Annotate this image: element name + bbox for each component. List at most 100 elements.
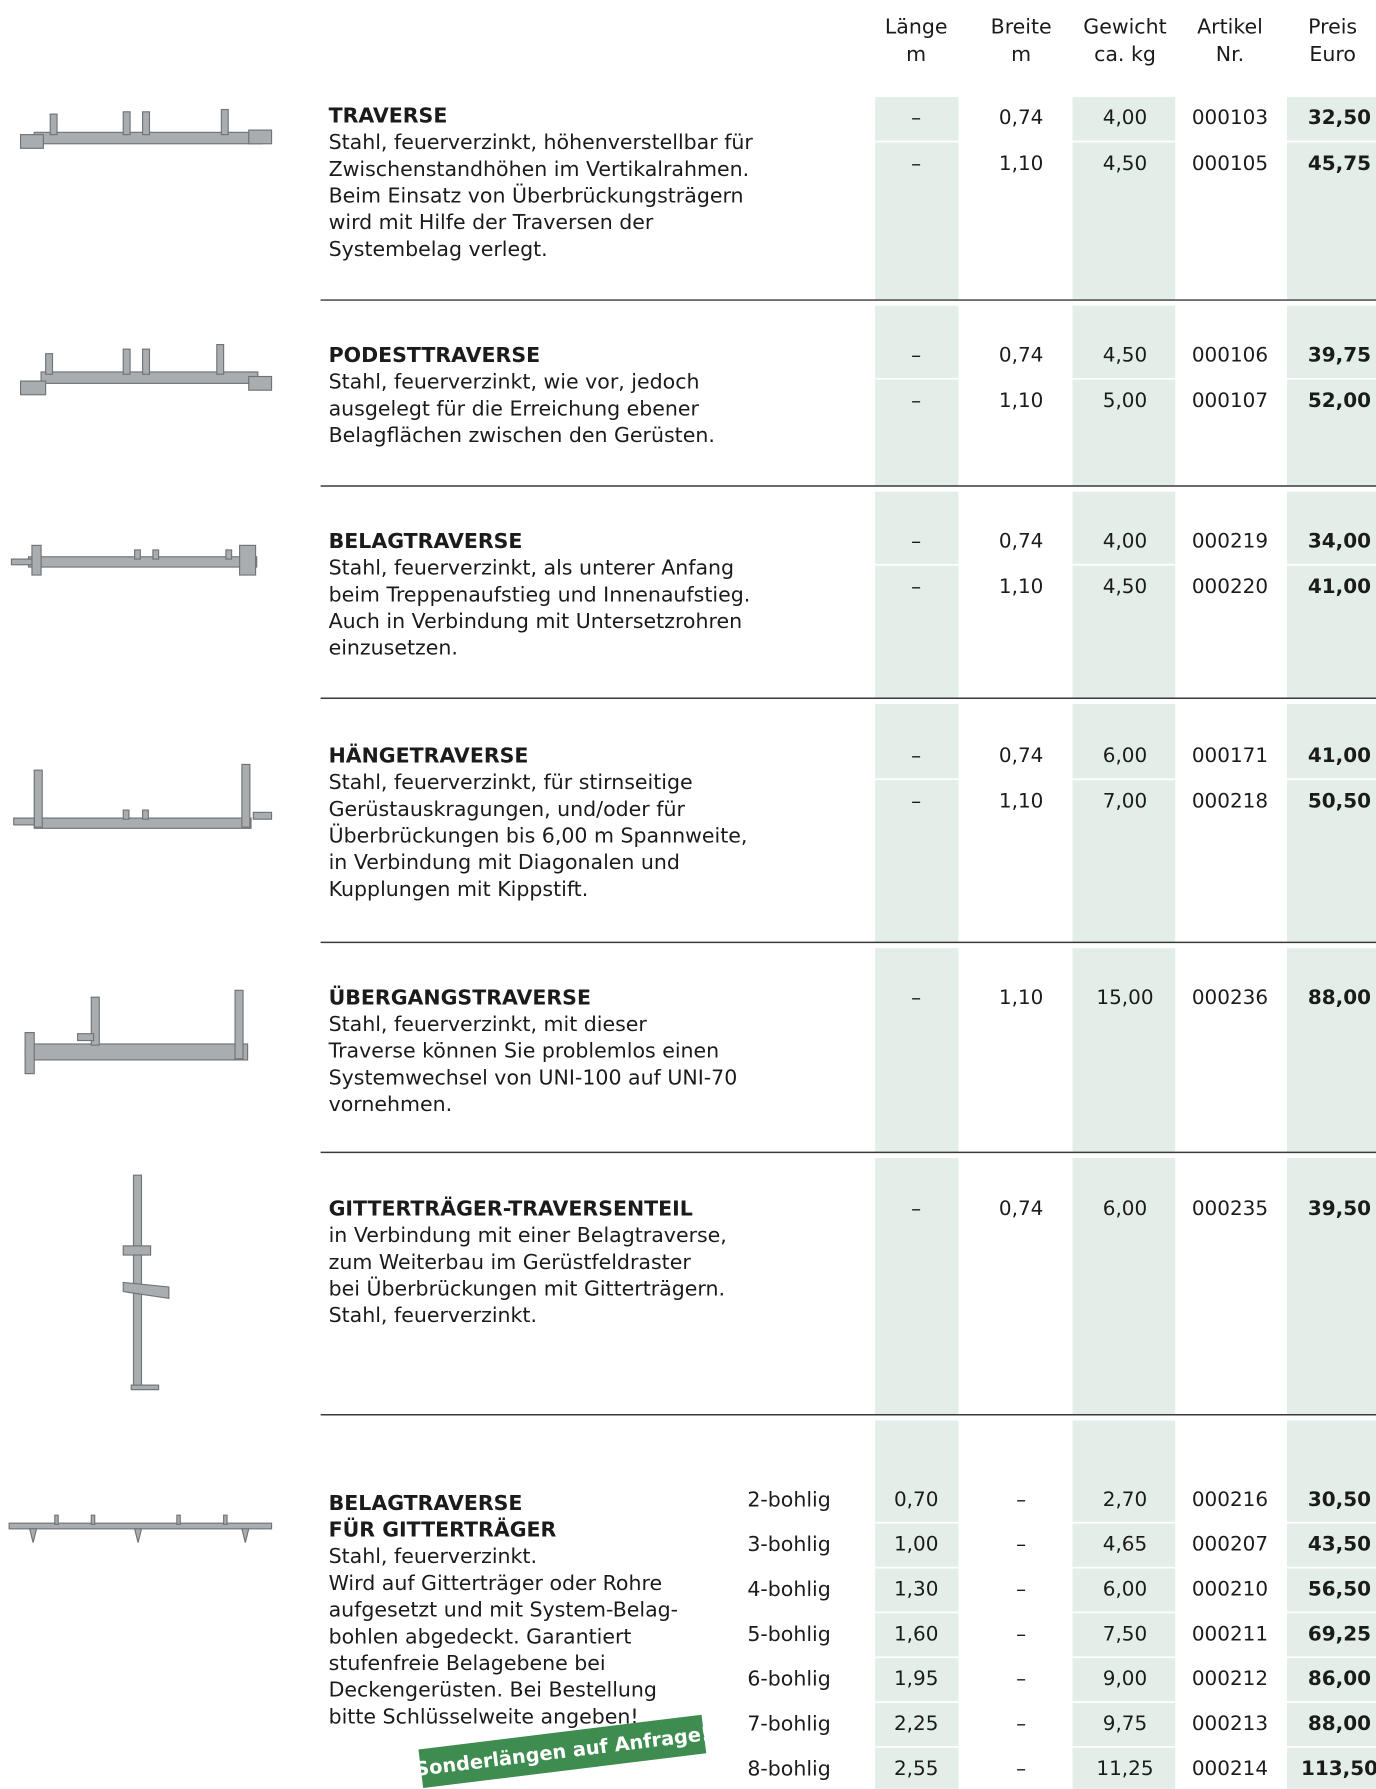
product-description: Traverse können Sie problemlos einen [328,1039,720,1063]
product-description: in Verbindung mit Diagonalen und [329,850,680,874]
table-cell: 0,74 [999,342,1043,366]
product-title: FÜR GITTERTRÄGER [329,1516,557,1541]
product-description: Stahl, feuerverzinkt. [329,1544,537,1568]
column-unit: Nr. [1216,42,1244,66]
table-cell: 1,10 [999,388,1043,412]
shaded-column [875,948,959,1153]
image-traverse [19,108,273,149]
column-unit: m [906,42,926,66]
image-uebergangstraverse [24,989,249,1075]
variant-label: 3-bohlig [747,1532,830,1556]
column-unit: ca. kg [1094,42,1156,66]
table-cell: 1,60 [894,1621,938,1645]
table-cell: – [1016,1621,1026,1645]
table-cell: 000107 [1192,388,1268,412]
badge-background [418,1714,707,1788]
product-description: vornehmen. [329,1092,453,1116]
table-cell: 000219 [1192,528,1268,552]
product-description: Belagflächen zwischen den Gerüsten. [329,423,715,447]
table-cell: 000213 [1192,1711,1268,1735]
shaded-column [1286,1420,1376,1789]
price: 45,75 [1308,151,1371,175]
product-description: Systemwechsel von UNI-100 auf UNI-70 [329,1065,738,1089]
variant-label: 6-bohlig [747,1667,830,1691]
table-cell: 000106 [1192,342,1268,366]
product-description: stufenfreie Belagebene bei [329,1651,606,1675]
table-cell: – [1016,1666,1026,1690]
table-cell: – [911,574,921,598]
table-cell: 4,50 [1103,342,1147,366]
table-cell: 4,00 [1103,528,1147,552]
product-title: BELAGTRAVERSE [329,1491,523,1515]
price: 34,00 [1308,528,1371,552]
product-description: beim Treppenaufstieg und Innenaufstieg. [329,582,751,606]
table-cell: 000236 [1192,985,1268,1009]
price: 56,50 [1308,1577,1371,1601]
shaded-column [1072,1420,1176,1789]
price: 39,50 [1308,1196,1371,1220]
shaded-column [875,1420,959,1789]
product-description: wird mit Hilfe der Traversen der [329,210,654,234]
table-cell: 6,00 [1103,743,1147,767]
shaded-column [875,1158,959,1415]
table-cell: 000103 [1192,105,1268,129]
table-cell: – [1016,1756,1026,1780]
product-images [8,108,273,1543]
table-cell: – [1016,1711,1026,1735]
price: 41,00 [1308,743,1371,767]
product-title: TRAVERSE [329,103,448,127]
shaded-column [1286,1158,1376,1415]
table-cell: 7,00 [1103,789,1147,813]
product-description: bitte Schlüsselweite angeben! [329,1704,639,1728]
product-description: Stahl, feuerverzinkt, als unterer Anfang [329,556,734,580]
table-cell: 1,95 [894,1666,938,1690]
column-unit: m [1011,42,1031,66]
table-cell: – [1016,1487,1026,1511]
table-cell: – [911,342,921,366]
table-cell: 000235 [1192,1196,1268,1220]
product-description: aufgesetzt und mit System-Belag- [329,1598,678,1622]
table-cell: 9,00 [1103,1666,1147,1690]
image-haengetraverse [13,763,273,829]
variant-label: 7-bohlig [747,1712,830,1736]
column-header: Preis [1308,14,1357,38]
column-header: Breite [991,14,1052,38]
product-description: ausgelegt für die Erreichung ebener [329,396,700,420]
variant-label: 8-bohlig [747,1756,830,1780]
table-cell: 0,70 [894,1487,938,1511]
image-belagtraverse-gittertraeger [8,1514,273,1543]
variant-label: 4-bohlig [747,1577,830,1601]
price: 30,50 [1308,1487,1371,1511]
product-description: Wird auf Gitterträger oder Rohre [329,1571,663,1595]
column-header: Länge [885,14,948,38]
table-cell: 000218 [1192,789,1268,813]
variant-label: 5-bohlig [747,1622,830,1646]
price: 50,50 [1308,789,1371,813]
table-cell: 2,25 [894,1711,938,1735]
shaded-column [1072,491,1176,699]
product-title: HÄNGETRAVERSE [329,742,529,767]
column-shading [875,96,1376,1789]
table-cell: 6,00 [1103,1196,1147,1220]
table-cell: 2,70 [1103,1487,1147,1511]
product-description: Stahl, feuerverzinkt. [329,1303,537,1327]
shaded-column [1072,948,1176,1153]
table-cell: 2,55 [894,1756,938,1780]
table-cell: – [911,105,921,129]
table-cell: 11,25 [1096,1756,1153,1780]
table-cell: 0,74 [999,528,1043,552]
product-description: Stahl, feuerverzinkt, mit dieser [329,1012,648,1036]
product-title: PODESTTRAVERSE [329,343,541,367]
table-cell: 1,10 [999,789,1043,813]
table-cell: 000214 [1192,1756,1268,1780]
product-description: einzusetzen. [329,636,458,660]
shaded-column [1286,96,1376,301]
product-description: zum Weiterbau im Gerüstfeldraster [329,1250,692,1274]
table-cell: 4,50 [1103,151,1147,175]
shaded-column [1072,305,1176,487]
shaded-column [1072,96,1176,301]
shaded-column [1286,305,1376,487]
table-cell: – [1016,1532,1026,1556]
table-cell: – [911,743,921,767]
